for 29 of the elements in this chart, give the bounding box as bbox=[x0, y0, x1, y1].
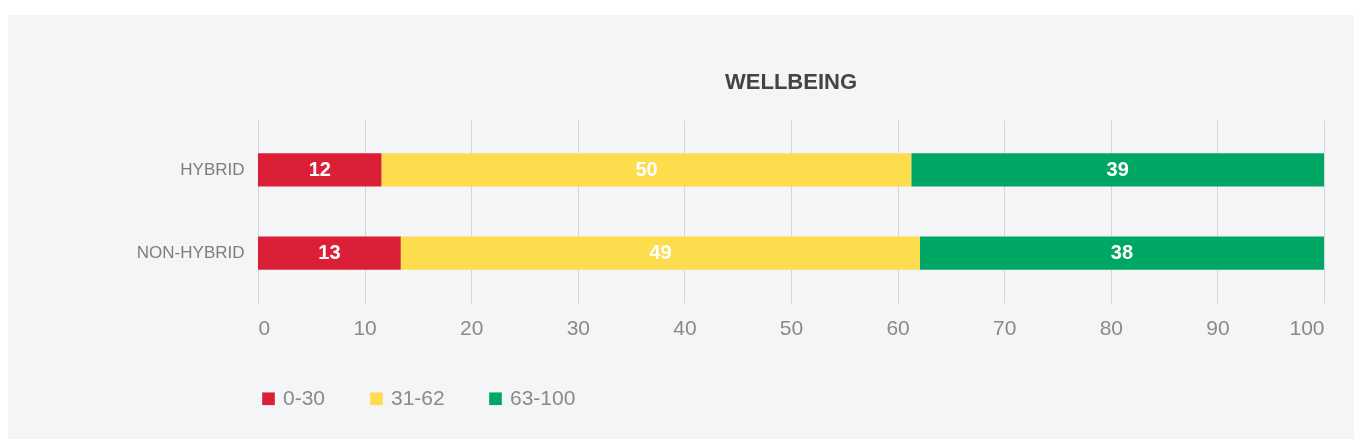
legend-label: 0-30 bbox=[283, 385, 326, 409]
x-tick-label: 100 bbox=[1289, 315, 1325, 339]
legend-label: 31-62 bbox=[391, 385, 445, 409]
bar bbox=[400, 236, 920, 270]
data-label: 12 bbox=[308, 157, 331, 180]
x-tick-label: 60 bbox=[886, 315, 910, 339]
x-tick-label: 20 bbox=[460, 315, 484, 339]
bar bbox=[258, 236, 401, 270]
legend-label: 63-100 bbox=[510, 385, 576, 409]
bar bbox=[381, 153, 912, 187]
y-tick-label: NON-HYBRID bbox=[136, 243, 245, 263]
x-tick-label: 50 bbox=[779, 315, 804, 339]
x-tick-label: 80 bbox=[1099, 315, 1123, 339]
data-label: 38 bbox=[1110, 241, 1134, 264]
x-tick-label: 30 bbox=[566, 315, 590, 339]
data-label: 49 bbox=[649, 241, 672, 264]
bar bbox=[258, 153, 382, 187]
bar bbox=[919, 236, 1324, 270]
bar bbox=[911, 153, 1324, 187]
data-label: 50 bbox=[635, 157, 658, 180]
x-tick-label: 10 bbox=[353, 315, 377, 339]
x-tick-label: 90 bbox=[1206, 315, 1230, 339]
x-tick-label: 40 bbox=[673, 315, 697, 339]
x-tick-label: 0 bbox=[258, 315, 271, 339]
x-tick-label: 70 bbox=[993, 315, 1017, 339]
chart-title: WELLBEING bbox=[725, 69, 857, 94]
y-tick-label: HYBRID bbox=[180, 159, 245, 179]
data-label: 13 bbox=[318, 241, 341, 264]
data-label: 39 bbox=[1106, 157, 1129, 180]
